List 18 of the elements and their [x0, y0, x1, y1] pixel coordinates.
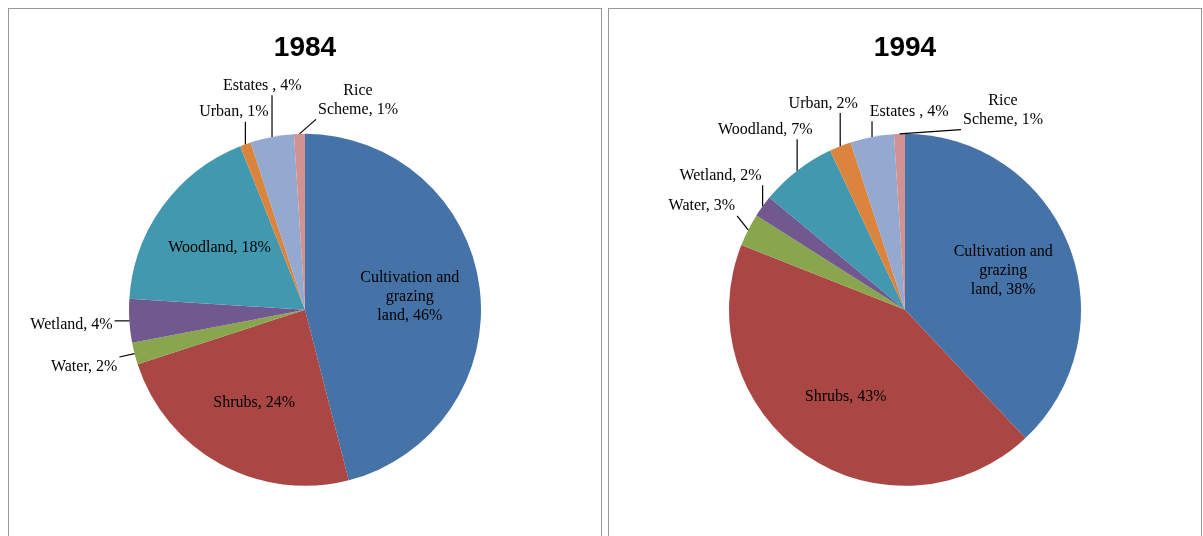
slice-label: Urban, 1% — [199, 102, 269, 120]
slice-label: Wetland, 4% — [30, 314, 113, 332]
slice-label: Urban, 2% — [788, 93, 858, 111]
slice-label: Water, 2% — [50, 356, 118, 374]
slice-label: Shrubs, 43% — [804, 387, 887, 405]
slice-label: Shrubs, 24% — [213, 392, 296, 410]
slice-label: Cultivation and grazing land, 46% — [360, 267, 460, 323]
slice-label: Estates , 4% — [869, 102, 949, 120]
slice-label: Wetland, 2% — [679, 165, 762, 183]
slice-label: Estates , 4% — [222, 76, 302, 94]
slice-label: Woodland, 7% — [717, 119, 813, 137]
slice-label: Rice Scheme, 1% — [963, 91, 1044, 128]
chart-title: 1984 — [273, 30, 337, 62]
slice-label: Rice Scheme, 1% — [317, 81, 398, 118]
slice-label: Cultivation and grazing land, 38% — [953, 242, 1053, 298]
chart-title: 1994 — [873, 30, 937, 62]
slice-label: Woodland, 18% — [168, 237, 271, 255]
slice-label: Water, 3% — [668, 196, 736, 214]
